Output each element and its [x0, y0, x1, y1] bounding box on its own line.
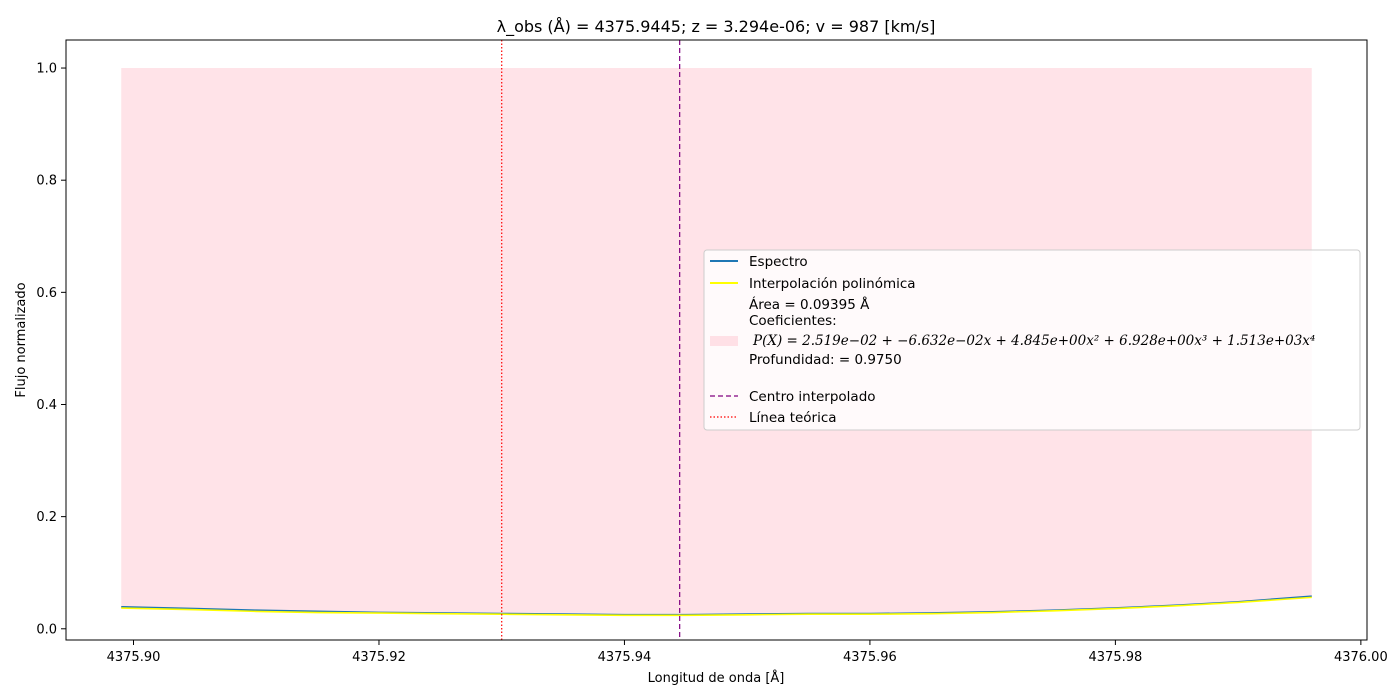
legend-label-linea-teorica: Línea teórica: [749, 410, 837, 426]
legend-coef-label: Coeficientes:: [749, 313, 837, 329]
legend-polynomial: P(X) = 2.519e−02 + −6.632e−02x + 4.845e+…: [752, 333, 1315, 349]
x-tick-label: 4375.98: [1089, 650, 1143, 665]
legend-label-centro: Centro interpolado: [749, 389, 876, 405]
chart-title: λ_obs (Å) = 4375.9445; z = 3.294e-06; v …: [497, 17, 936, 37]
legend-label-interpolacion: Interpolación polinómica: [749, 276, 916, 292]
x-tick-label: 4375.90: [107, 650, 161, 665]
y-axis: 0.0 0.2 0.4 0.6 0.8 1.0: [36, 62, 66, 637]
y-tick-label: 1.0: [36, 62, 57, 77]
series-line-1: [121, 596, 1312, 617]
legend-label-espectro: Espectro: [749, 254, 808, 270]
x-tick-label: 4375.94: [598, 650, 652, 665]
legend-depth-label: Profundidad: = 0.9750: [749, 352, 902, 368]
y-tick-label: 0.4: [36, 398, 57, 413]
vline-layer: [501, 40, 681, 640]
series-layer: [121, 595, 1312, 617]
y-axis-label: Flujo normalizado: [14, 282, 29, 397]
legend: Espectro Interpolación polinómica Área =…: [703, 249, 1361, 431]
y-tick-label: 0.6: [36, 286, 57, 301]
x-axis-label: Longitud de onda [Å]: [648, 670, 785, 686]
y-tick-label: 0.0: [36, 622, 57, 637]
x-tick-label: 4375.96: [843, 650, 897, 665]
legend-swatch-fill: [710, 336, 738, 346]
legend-area-label: Área = 0.09395 Å: [749, 296, 870, 313]
x-tick-label: 4376.00: [1334, 650, 1388, 665]
x-axis: 4375.90 4375.92 4375.94 4375.96 4375.98 4376.…: [107, 640, 1388, 665]
y-tick-label: 0.8: [36, 174, 57, 189]
x-tick-label: 4375.92: [352, 650, 406, 665]
plot-frame: [65, 39, 1368, 641]
y-tick-label: 0.2: [36, 510, 57, 525]
legend-box: [703, 249, 1361, 431]
